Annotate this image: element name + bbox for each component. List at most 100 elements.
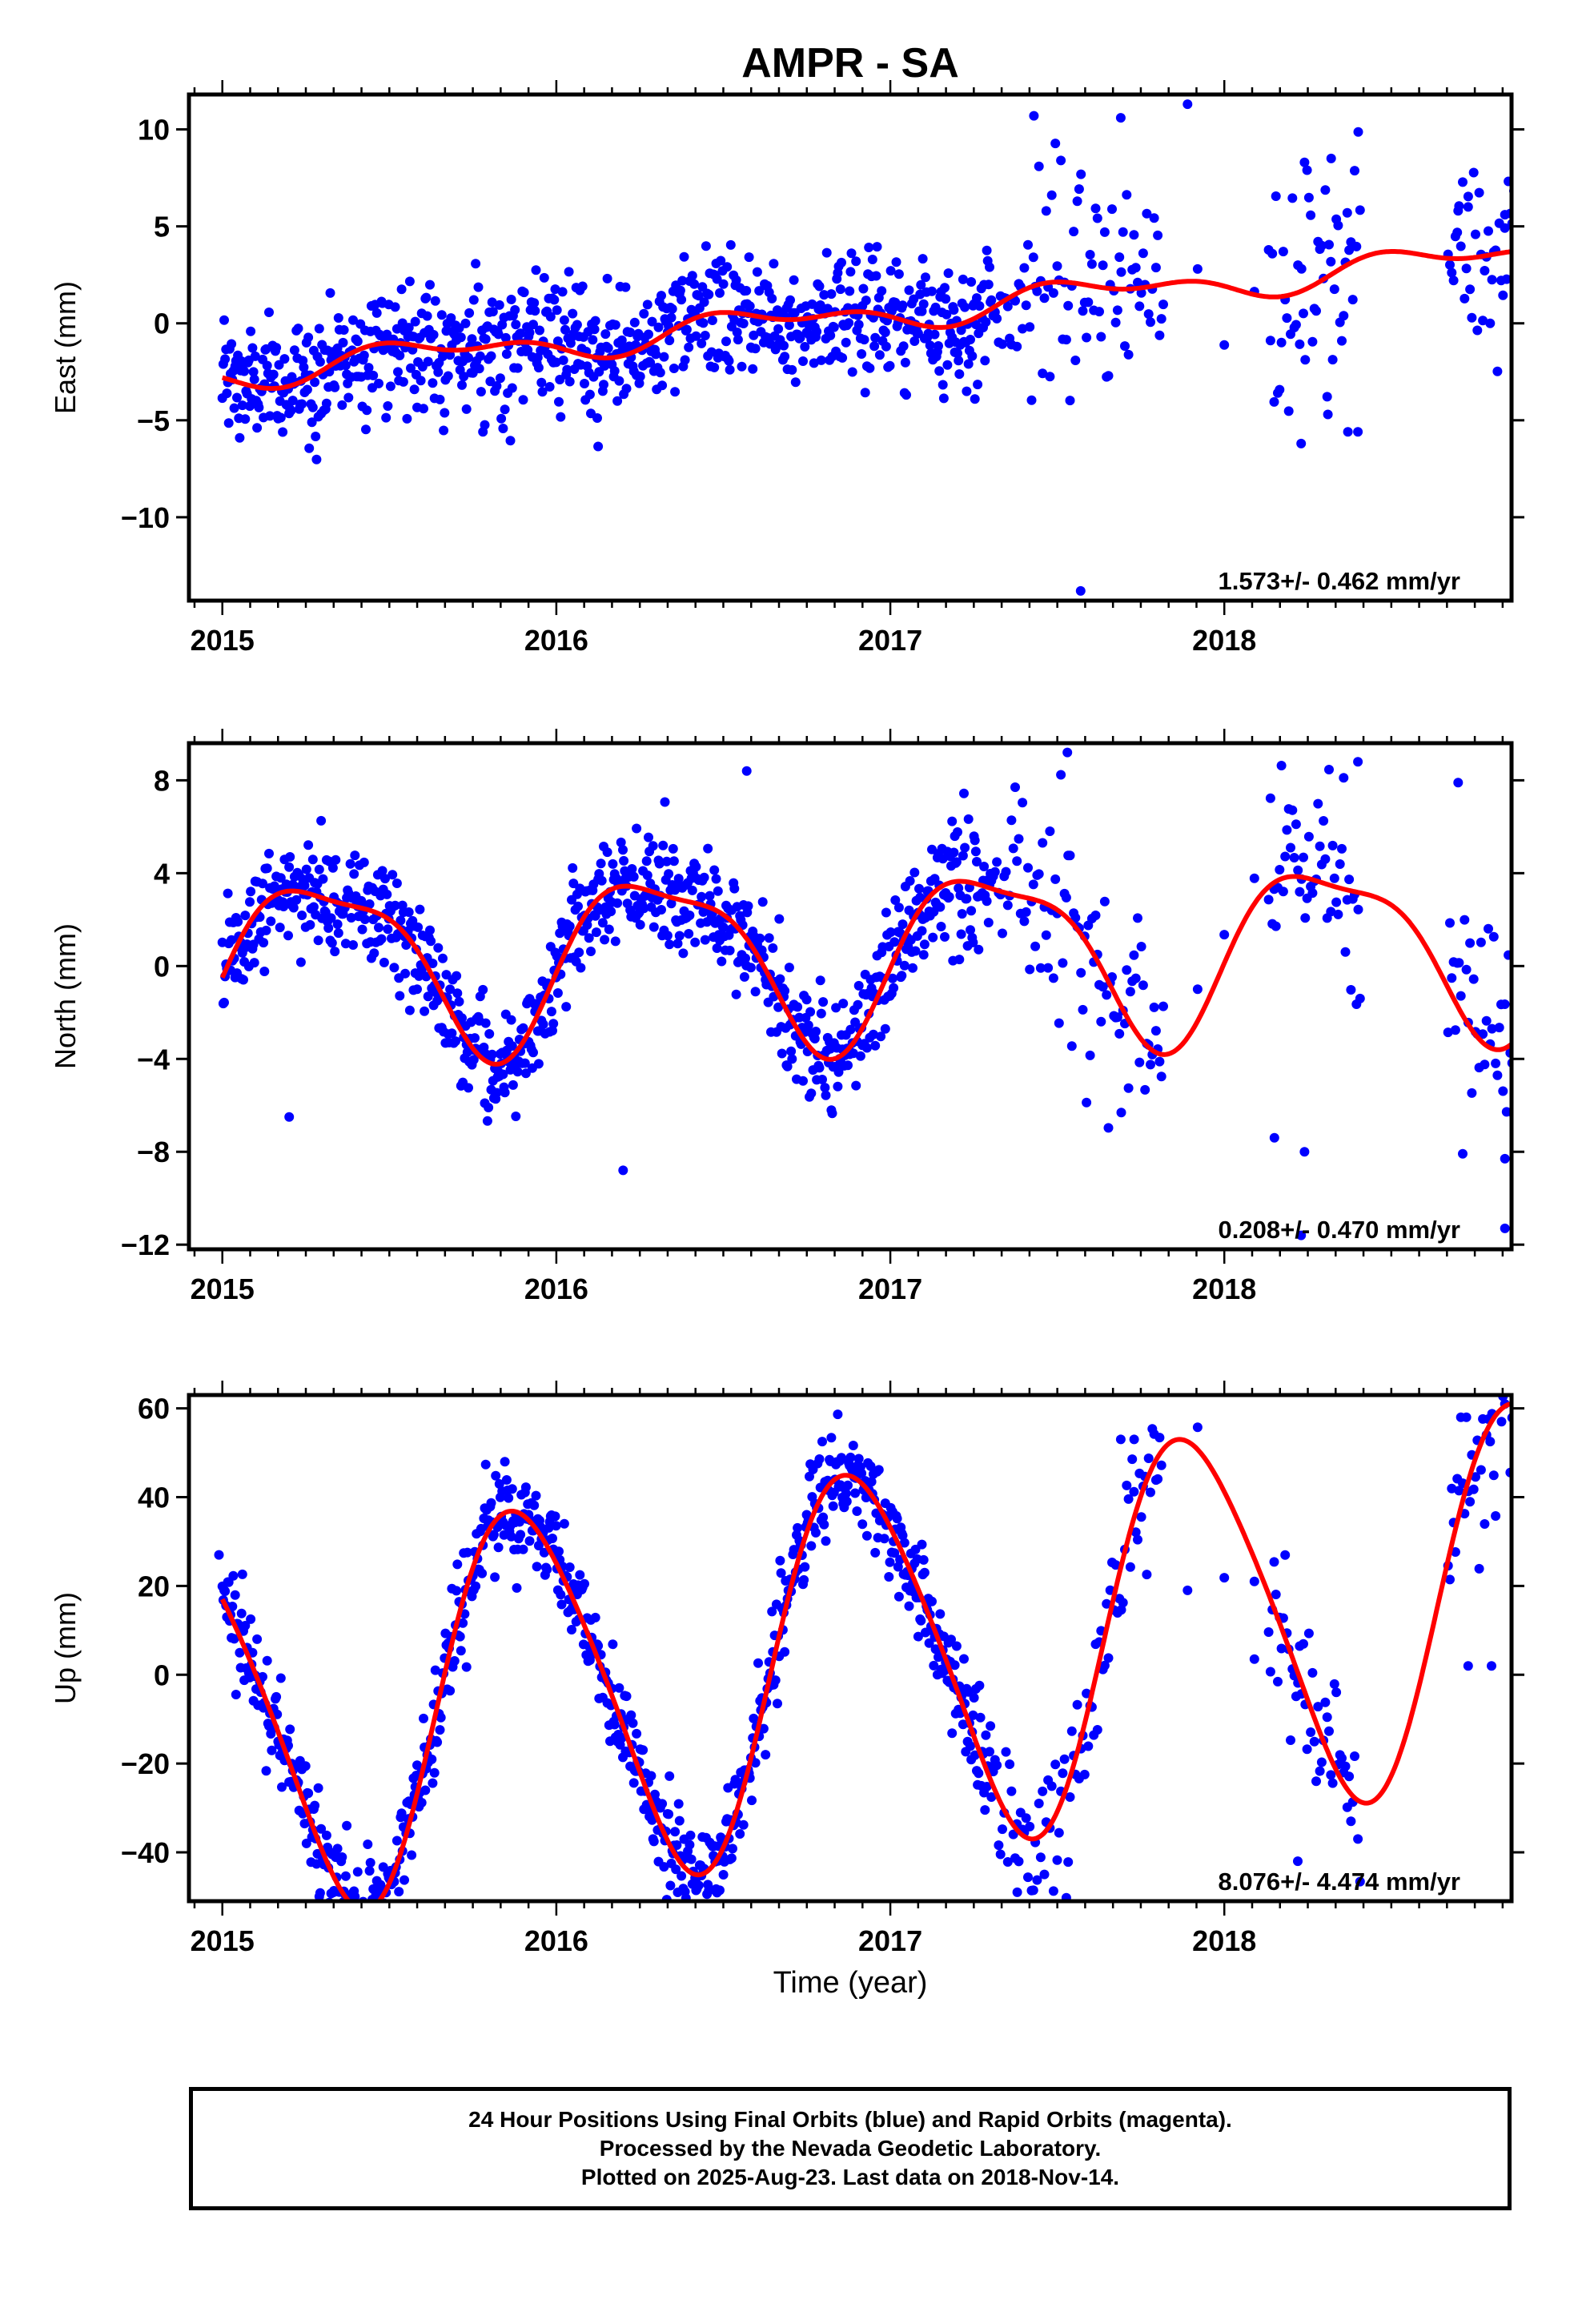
data-point <box>1296 1230 1307 1240</box>
data-point <box>811 1027 821 1036</box>
data-point <box>1324 765 1334 774</box>
data-point <box>606 907 616 917</box>
x-tick-label: 2016 <box>524 1273 588 1305</box>
data-point <box>1275 865 1285 875</box>
data-point <box>592 413 602 423</box>
data-point <box>299 362 309 372</box>
data-point <box>1028 879 1038 890</box>
data-point <box>1045 826 1055 836</box>
data-point <box>512 1067 523 1077</box>
data-point <box>818 1512 829 1522</box>
data-point <box>1461 263 1472 274</box>
data-point <box>665 1771 675 1781</box>
data-point <box>741 953 750 963</box>
data-point <box>412 984 422 995</box>
data-point <box>728 1844 737 1854</box>
data-point <box>315 356 325 367</box>
data-point <box>972 293 982 304</box>
data-point <box>803 1020 813 1031</box>
data-point <box>994 1840 1004 1851</box>
data-point <box>1048 1886 1058 1896</box>
data-point <box>313 935 323 946</box>
data-point <box>1488 1470 1499 1481</box>
data-point <box>435 1725 445 1735</box>
data-point <box>307 854 318 865</box>
data-point <box>1460 293 1470 304</box>
data-point <box>532 1562 542 1572</box>
data-point <box>1487 1661 1496 1671</box>
data-point <box>580 379 589 388</box>
data-point <box>464 352 473 363</box>
data-point <box>545 312 556 322</box>
data-point <box>1116 1108 1126 1118</box>
data-point <box>1038 368 1048 379</box>
data-point <box>1107 204 1117 215</box>
data-point <box>1460 915 1470 925</box>
data-point <box>1028 252 1038 263</box>
data-point <box>506 295 516 304</box>
data-point <box>1143 1454 1154 1463</box>
data-point <box>416 1798 427 1807</box>
data-point <box>588 335 598 345</box>
data-point <box>285 852 295 862</box>
data-point <box>1269 1132 1279 1143</box>
data-point <box>755 933 765 943</box>
data-point <box>1500 999 1510 1009</box>
data-point <box>477 1568 488 1578</box>
data-point <box>1343 427 1353 437</box>
data-point <box>1143 309 1154 320</box>
data-point <box>420 1006 430 1016</box>
y-tick-label: −40 <box>121 1836 170 1869</box>
data-point <box>940 931 950 942</box>
data-point <box>589 324 600 335</box>
data-point <box>1265 793 1275 803</box>
data-point <box>554 1546 564 1557</box>
data-point <box>249 374 259 384</box>
x-tick-label: 2017 <box>858 1924 922 1957</box>
data-point <box>635 372 645 382</box>
y-tick-label: 8 <box>154 764 170 797</box>
data-point <box>455 1631 465 1642</box>
data-point <box>1072 1699 1082 1710</box>
data-point <box>1333 220 1343 231</box>
data-point <box>721 336 731 347</box>
data-point <box>457 1013 467 1023</box>
up-panel: 60 40 20 0 −20 −40 2015 2016 2017 2018 Up (mm) 8.07… <box>49 1381 1524 1957</box>
data-point <box>737 361 747 372</box>
data-point <box>307 417 317 428</box>
data-point <box>549 295 560 305</box>
data-point <box>647 316 657 327</box>
data-point <box>960 302 970 312</box>
data-point <box>857 349 867 359</box>
data-point <box>459 372 469 382</box>
data-point <box>959 788 969 798</box>
data-point <box>861 1043 872 1053</box>
data-point <box>827 1108 837 1119</box>
data-point <box>339 325 349 335</box>
data-point <box>491 1470 501 1481</box>
data-point <box>628 871 639 882</box>
data-point <box>795 332 805 343</box>
data-point <box>801 995 812 1005</box>
data-point <box>1019 916 1030 927</box>
data-point <box>1034 1799 1044 1808</box>
data-point <box>500 1088 510 1098</box>
data-point <box>285 1724 295 1735</box>
data-point <box>934 341 943 351</box>
data-point <box>1487 1023 1497 1034</box>
data-point <box>1012 341 1022 352</box>
data-point <box>367 1913 376 1923</box>
data-point <box>552 988 563 998</box>
data-point <box>428 959 438 968</box>
data-point <box>415 904 425 915</box>
data-point <box>835 284 845 295</box>
data-point <box>1309 1736 1319 1747</box>
data-point <box>1130 263 1141 273</box>
data-point <box>1289 853 1299 862</box>
data-point <box>371 308 382 318</box>
data-point <box>812 327 822 337</box>
data-point <box>369 948 379 959</box>
data-point <box>980 1805 990 1815</box>
data-point <box>919 1567 930 1578</box>
data-point <box>480 1018 491 1028</box>
